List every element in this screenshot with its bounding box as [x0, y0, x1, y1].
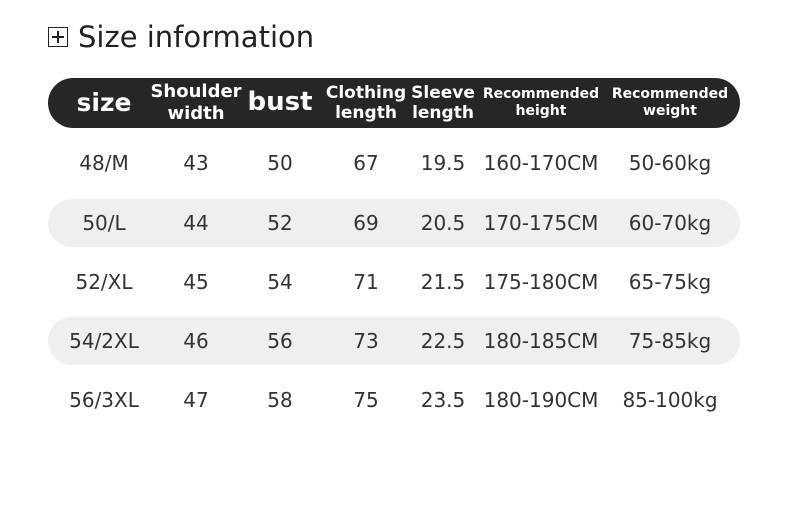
table-cell: 65-75kg: [628, 270, 712, 294]
table-cell: 23.5: [420, 388, 466, 412]
header-cell: Shoulder width: [150, 81, 242, 124]
table-cell: 19.5: [420, 151, 466, 175]
table-row: 50/L 44 52 69 20.5 170-175CM 60-70kg: [48, 199, 740, 247]
table-cell: 21.5: [420, 270, 466, 294]
table-cell: 44: [183, 211, 209, 235]
table-cell: 170-175CM: [483, 211, 599, 235]
table-row: 48/M 43 50 67 19.5 160-170CM 50-60kg: [48, 139, 740, 187]
table-cell: 67: [353, 151, 379, 175]
table-cell: 20.5: [420, 211, 466, 235]
table-cell: 56: [267, 329, 293, 353]
table-cell: 58: [267, 388, 293, 412]
table-cell: 56/3XL: [69, 388, 139, 412]
title: Size information: [48, 20, 314, 54]
table-cell: 180-185CM: [483, 329, 599, 353]
header-cell: Recommended weight: [611, 86, 729, 119]
title-text: Size information: [78, 20, 315, 54]
table-cell: 54: [267, 270, 293, 294]
table-cell: 69: [353, 211, 379, 235]
table-cell: 50-60kg: [628, 151, 712, 175]
header-cell: Recommended height: [482, 86, 600, 119]
plus-box-icon: [48, 27, 68, 47]
table-cell: 22.5: [420, 329, 466, 353]
table-cell: 180-190CM: [483, 388, 599, 412]
table-cell: 85-100kg: [622, 388, 718, 412]
header-cell: bust: [247, 87, 313, 118]
table-cell: 43: [183, 151, 209, 175]
table-cell: 175-180CM: [483, 270, 599, 294]
table-row: 54/2XL 46 56 73 22.5 180-185CM 75-85kg: [48, 317, 740, 365]
table-row: 52/XL 45 54 71 21.5 175-180CM 65-75kg: [48, 258, 740, 306]
table-cell: 73: [353, 329, 379, 353]
table-cell: 50: [267, 151, 293, 175]
header-cell: size: [76, 88, 132, 117]
table-cell: 47: [183, 388, 209, 412]
table-cell: 75: [353, 388, 379, 412]
table-header: size Shoulder width bust Clothing length Sle…: [48, 78, 740, 128]
header-cell: Clothing length: [325, 82, 407, 123]
table-row: 56/3XL 47 58 75 23.5 180-190CM 85-100kg: [48, 376, 740, 424]
table-cell: 54/2XL: [69, 329, 139, 353]
table-cell: 52: [267, 211, 293, 235]
table-cell: 50/L: [82, 211, 126, 235]
table-cell: 45: [183, 270, 209, 294]
header-cell: Sleeve length: [411, 82, 475, 123]
table-cell: 60-70kg: [628, 211, 712, 235]
table-cell: 52/XL: [75, 270, 133, 294]
table-cell: 48/M: [79, 151, 129, 175]
table-cell: 160-170CM: [483, 151, 599, 175]
table-cell: 75-85kg: [628, 329, 712, 353]
table-cell: 46: [183, 329, 209, 353]
table-cell: 71: [353, 270, 379, 294]
